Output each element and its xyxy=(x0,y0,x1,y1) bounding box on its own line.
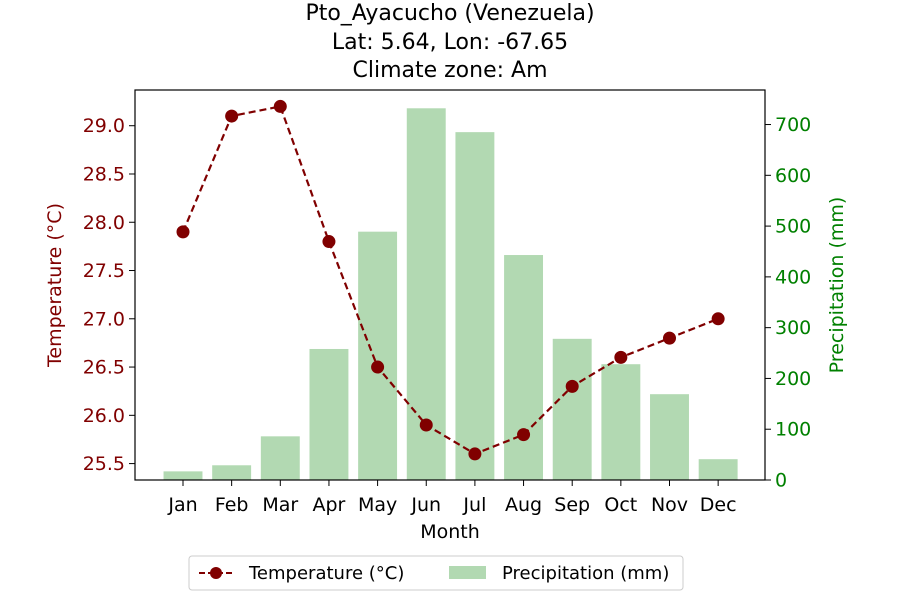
x-tick-label: Nov xyxy=(651,494,688,516)
temperature-point-jan xyxy=(176,225,190,239)
legend-precipitation-label: Precipitation (mm) xyxy=(502,563,669,584)
x-axis-label: Month xyxy=(420,521,480,543)
x-tick-label: Dec xyxy=(700,494,737,516)
legend-precipitation-swatch-icon xyxy=(449,566,486,579)
temperature-line-layer xyxy=(176,99,725,461)
temperature-point-aug xyxy=(517,428,531,442)
right-tick-label: 0 xyxy=(775,470,787,492)
temperature-point-feb xyxy=(225,109,239,123)
temperature-point-nov xyxy=(663,331,676,345)
left-tick-label: 28.0 xyxy=(83,212,125,234)
x-tick-label: May xyxy=(358,494,397,516)
left-tick-label: 26.0 xyxy=(83,405,125,427)
right-tick-label: 400 xyxy=(775,266,811,288)
temperature-point-dec xyxy=(711,312,725,326)
right-precipitation-axis: 0 100 200 300 400 500 600 700 xyxy=(765,114,811,492)
right-tick-label: 600 xyxy=(775,165,811,187)
temperature-point-apr xyxy=(322,235,336,249)
x-tick-label: Aug xyxy=(505,494,542,516)
precipitation-bar-apr xyxy=(309,348,349,480)
precipitation-bars xyxy=(163,108,738,480)
temperature-line xyxy=(181,105,719,456)
x-tick-label: Mar xyxy=(262,494,298,516)
temperature-point-jun xyxy=(419,418,433,432)
left-tick-label: 28.5 xyxy=(83,163,125,185)
legend: Temperature (°C) Precipitation (mm) xyxy=(188,555,684,591)
precipitation-bar-aug xyxy=(504,255,544,480)
temperature-point-jul xyxy=(468,447,482,461)
x-tick-label: Sep xyxy=(554,494,590,516)
precipitation-bar-may xyxy=(358,231,398,480)
legend-temperature-label: Temperature (°C) xyxy=(248,563,404,584)
precipitation-bar-nov xyxy=(650,394,689,480)
chart-title-line3: Climate zone: Am xyxy=(352,58,547,83)
chart-title-line2: Lat: 5.64, Lon: -67.65 xyxy=(332,30,568,55)
plot-frame xyxy=(134,89,766,481)
x-month-axis: Jan Feb Mar Apr May Jun Jul Aug Sep Oct Nov Dec xyxy=(167,480,737,516)
right-tick-label: 500 xyxy=(775,216,811,238)
x-tick-label: Jun xyxy=(410,494,441,516)
precipitation-bar-jan xyxy=(163,471,203,480)
precipitation-bar-mar xyxy=(260,436,300,480)
precipitation-bar-jul xyxy=(455,132,495,480)
x-tick-label: Jan xyxy=(167,494,197,516)
left-tick-label: 27.5 xyxy=(83,260,125,282)
legend-frame xyxy=(188,555,684,591)
left-axis-label: Temperature (°C) xyxy=(44,203,66,368)
legend-temperature-marker-icon xyxy=(210,567,222,579)
right-tick-label: 700 xyxy=(775,114,811,136)
precipitation-bar-oct xyxy=(601,364,641,480)
x-tick-label: Oct xyxy=(604,494,637,516)
x-tick-label: Jul xyxy=(462,494,486,516)
temperature-point-sep xyxy=(565,379,579,393)
temperature-point-oct xyxy=(614,350,628,364)
temperature-point-mar xyxy=(273,99,287,113)
temperature-point-may xyxy=(371,360,385,374)
right-tick-label: 200 xyxy=(775,368,811,390)
left-temperature-axis: 25.5 26.0 26.5 27.0 27.5 28.0 28.5 29.0 xyxy=(83,115,135,475)
precipitation-bar-feb xyxy=(212,465,252,480)
left-tick-label: 27.0 xyxy=(83,308,125,330)
right-axis-label: Precipitation (mm) xyxy=(826,197,848,374)
precipitation-bar-sep xyxy=(552,338,592,480)
chart-title-line1: Pto_Ayacucho (Venezuela) xyxy=(305,1,594,26)
left-tick-label: 29.0 xyxy=(83,115,125,137)
right-tick-label: 300 xyxy=(775,317,811,339)
precipitation-bar-dec xyxy=(698,459,738,480)
precipitation-bar-jun xyxy=(406,108,446,480)
right-tick-label: 100 xyxy=(775,419,811,441)
x-tick-label: Feb xyxy=(215,494,249,516)
left-tick-label: 26.5 xyxy=(83,357,125,379)
left-tick-label: 25.5 xyxy=(83,453,125,475)
x-tick-label: Apr xyxy=(313,494,346,516)
